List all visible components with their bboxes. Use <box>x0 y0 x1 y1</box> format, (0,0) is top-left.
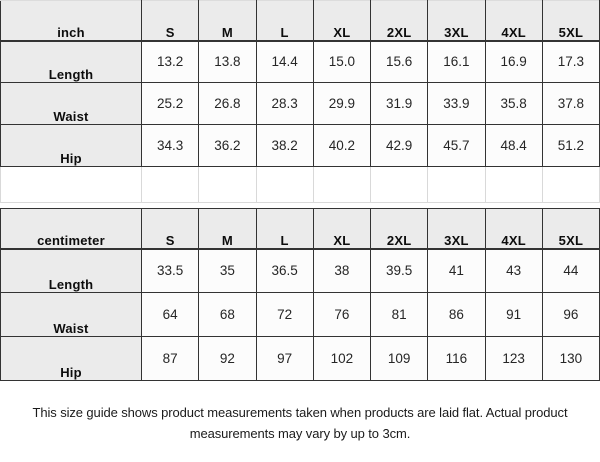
measurement-value: 33.9 <box>427 82 486 125</box>
measurement-value: 42.9 <box>369 124 429 167</box>
unit-header: centimeter <box>0 208 142 250</box>
measurement-value: 33.5 <box>140 248 200 293</box>
table-spacer-gap <box>0 202 600 209</box>
measurement-row: Hip 34.3 36.2 38.2 40.2 42.9 45.7 48.4 51.2 <box>0 124 600 167</box>
measurement-value: 43 <box>484 248 543 293</box>
size-column-header: 3XL <box>427 208 486 250</box>
measurement-value: 35 <box>198 248 257 293</box>
size-column-header: L <box>255 0 314 42</box>
measurement-value: 25.2 <box>140 82 200 125</box>
measurement-value: 96 <box>541 292 600 337</box>
size-column-header: 2XL <box>369 0 429 42</box>
measurement-value: 26.8 <box>198 82 257 125</box>
spacer-cell <box>369 166 429 203</box>
measurement-value: 17.3 <box>541 40 600 83</box>
note-line-1: This size guide shows product measuremen… <box>32 405 568 420</box>
spacer-cell <box>255 166 314 203</box>
measurement-value: 13.2 <box>140 40 200 83</box>
measurement-value: 91 <box>484 292 543 337</box>
measurement-value: 37.8 <box>541 82 600 125</box>
spacer-cell <box>198 166 257 203</box>
measurement-value: 40.2 <box>312 124 372 167</box>
spacer-cell <box>541 166 600 203</box>
size-column-header: XL <box>312 0 372 42</box>
measurement-value: 16.9 <box>484 40 543 83</box>
measurement-value: 39.5 <box>369 248 429 293</box>
measurement-label: Length <box>0 248 142 293</box>
size-column-header: 5XL <box>541 208 600 250</box>
measurement-value: 15.0 <box>312 40 372 83</box>
measurement-row: Length 33.5 35 36.5 38 39.5 41 43 44 <box>0 248 600 293</box>
measurement-value: 48.4 <box>484 124 543 167</box>
measurement-row: Waist 64 68 72 76 81 86 91 96 <box>0 292 600 337</box>
measurement-value: 81 <box>369 292 429 337</box>
measurement-value: 97 <box>255 336 314 381</box>
unit-header: inch <box>0 0 142 42</box>
measurement-value: 28.3 <box>255 82 314 125</box>
measurement-value: 36.2 <box>198 124 257 167</box>
measurement-label: Hip <box>0 124 142 167</box>
measurement-value: 31.9 <box>369 82 429 125</box>
measurement-value: 45.7 <box>427 124 486 167</box>
measurement-value: 13.8 <box>198 40 257 83</box>
measurement-value: 14.4 <box>255 40 314 83</box>
measurement-label: Length <box>0 40 142 83</box>
size-header-row: inch S M L XL 2XL 3XL 4XL 5XL <box>0 0 600 42</box>
size-column-header: XL <box>312 208 372 250</box>
note-line-2: measurements may vary by up to 3cm. <box>189 426 411 441</box>
spacer-cell <box>484 166 543 203</box>
size-column-header: S <box>140 0 200 42</box>
measurement-value: 51.2 <box>541 124 600 167</box>
measurement-row: Waist 25.2 26.8 28.3 29.9 31.9 33.9 35.8 37.8 <box>0 82 600 125</box>
measurement-value: 36.5 <box>255 248 314 293</box>
measurement-value: 64 <box>140 292 200 337</box>
measurement-value: 29.9 <box>312 82 372 125</box>
size-column-header: M <box>198 208 257 250</box>
measurement-value: 41 <box>427 248 486 293</box>
spacer-cell <box>427 166 486 203</box>
measurement-label: Waist <box>0 292 142 337</box>
size-guide-table: inch S M L XL 2XL 3XL 4XL 5XL Length 13.2 13.8 14.4 1… <box>0 0 600 381</box>
size-column-header: 5XL <box>541 0 600 42</box>
spacer-cell <box>0 166 142 203</box>
measurement-value: 116 <box>427 336 486 381</box>
measurement-label: Waist <box>0 82 142 125</box>
spacer-gap-cell <box>0 202 600 209</box>
measurement-value: 16.1 <box>427 40 486 83</box>
size-column-header: 4XL <box>484 0 543 42</box>
measurement-label: Hip <box>0 336 142 381</box>
measurement-value: 72 <box>255 292 314 337</box>
measurement-value: 76 <box>312 292 372 337</box>
measurement-value: 109 <box>369 336 429 381</box>
size-guide-note: This size guide shows product measuremen… <box>0 402 600 444</box>
size-column-header: L <box>255 208 314 250</box>
size-column-header: 4XL <box>484 208 543 250</box>
size-column-header: M <box>198 0 257 42</box>
size-column-header: 3XL <box>427 0 486 42</box>
measurement-value: 38.2 <box>255 124 314 167</box>
measurement-value: 68 <box>198 292 257 337</box>
size-column-header: 2XL <box>369 208 429 250</box>
measurement-value: 87 <box>140 336 200 381</box>
measurement-value: 38 <box>312 248 372 293</box>
measurement-value: 102 <box>312 336 372 381</box>
spacer-cell <box>312 166 372 203</box>
measurement-value: 130 <box>541 336 600 381</box>
measurement-value: 123 <box>484 336 543 381</box>
measurement-value: 44 <box>541 248 600 293</box>
table-spacer-row <box>0 166 600 203</box>
measurement-row: Hip 87 92 97 102 109 116 123 130 <box>0 336 600 381</box>
size-header-row: centimeter S M L XL 2XL 3XL 4XL 5XL <box>0 208 600 250</box>
spacer-cell <box>140 166 200 203</box>
measurement-value: 92 <box>198 336 257 381</box>
measurement-value: 35.8 <box>484 82 543 125</box>
measurement-value: 86 <box>427 292 486 337</box>
measurement-value: 15.6 <box>369 40 429 83</box>
measurement-value: 34.3 <box>140 124 200 167</box>
measurement-row: Length 13.2 13.8 14.4 15.0 15.6 16.1 16.9 17.3 <box>0 40 600 83</box>
size-column-header: S <box>140 208 200 250</box>
